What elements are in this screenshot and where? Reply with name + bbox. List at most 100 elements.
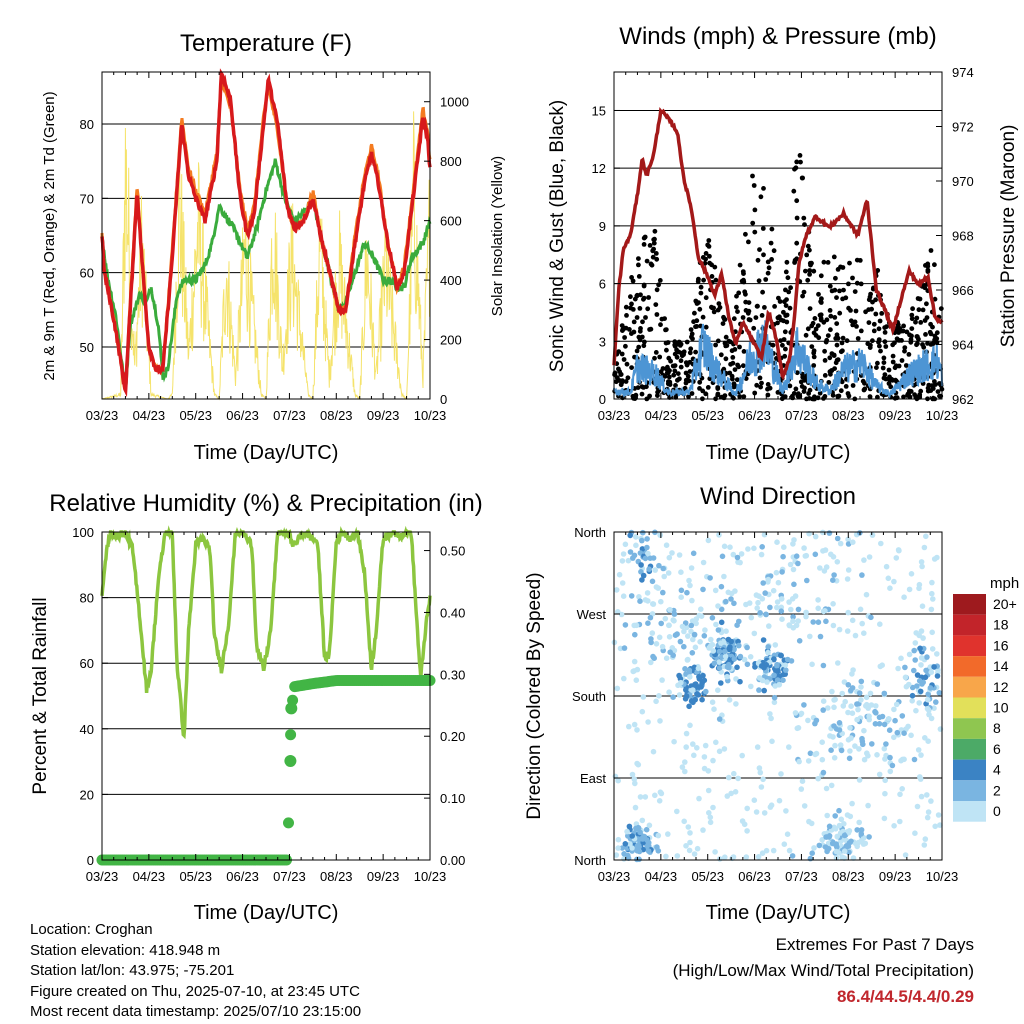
gust-point bbox=[743, 299, 749, 305]
direction-point bbox=[893, 555, 900, 561]
gust-point bbox=[651, 240, 657, 246]
direction-point bbox=[728, 790, 734, 797]
direction-point bbox=[891, 578, 897, 585]
direction-point bbox=[642, 597, 649, 603]
direction-point bbox=[646, 822, 653, 829]
gust-point bbox=[642, 339, 647, 345]
direction-point bbox=[640, 572, 647, 579]
wind-direction-ylabel: Direction (Colored By Speed) bbox=[524, 572, 545, 819]
gust-point bbox=[677, 343, 683, 348]
direction-point bbox=[879, 662, 885, 668]
direction-point bbox=[874, 752, 880, 758]
sonic-wind-line bbox=[613, 320, 943, 399]
direction-point bbox=[826, 823, 833, 830]
direction-point bbox=[798, 786, 805, 792]
y-right-tick-label: 0.00 bbox=[440, 853, 465, 868]
direction-point bbox=[638, 562, 644, 568]
direction-point bbox=[706, 810, 712, 816]
direction-point bbox=[901, 756, 907, 763]
x-tick-label: 07/23 bbox=[785, 408, 818, 423]
direction-point bbox=[819, 837, 825, 843]
direction-point bbox=[744, 661, 751, 668]
direction-point bbox=[678, 594, 684, 600]
direction-point bbox=[755, 854, 762, 860]
gust-point bbox=[884, 324, 889, 329]
legend-label: 14 bbox=[993, 658, 1009, 674]
temperature-ylabel: 2m & 9m T (Red, Orange) & 2m Td (Green) bbox=[41, 91, 58, 380]
direction-point bbox=[760, 580, 766, 586]
gust-point bbox=[873, 297, 878, 303]
direction-point bbox=[794, 725, 801, 732]
gust-point bbox=[813, 326, 819, 332]
legend-swatch bbox=[953, 697, 986, 719]
y-tick-label: 0 bbox=[87, 853, 94, 868]
direction-point bbox=[624, 828, 630, 835]
gust-point bbox=[706, 238, 712, 243]
direction-point bbox=[863, 703, 869, 709]
gust-point bbox=[668, 358, 673, 364]
gust-point bbox=[756, 278, 762, 284]
gust-point bbox=[858, 328, 864, 334]
direction-point bbox=[845, 609, 851, 616]
direction-point bbox=[856, 777, 863, 783]
direction-point bbox=[789, 596, 796, 602]
direction-point bbox=[858, 831, 865, 837]
direction-point bbox=[760, 637, 767, 643]
gust-point bbox=[641, 235, 647, 241]
direction-point bbox=[817, 565, 823, 571]
direction-point bbox=[909, 684, 916, 691]
direction-point bbox=[644, 544, 650, 551]
direction-point bbox=[711, 706, 717, 712]
direction-point bbox=[700, 559, 707, 566]
direction-point bbox=[677, 638, 684, 645]
gust-point bbox=[840, 296, 845, 302]
direction-point bbox=[650, 555, 657, 561]
direction-point bbox=[815, 605, 821, 612]
direction-point bbox=[719, 553, 726, 560]
wind-direction-points bbox=[611, 529, 944, 863]
gust-point bbox=[751, 183, 757, 188]
speed-legend: 20+ 18 16 14 12 10 8 6 4 2 0 bbox=[953, 594, 1017, 822]
direction-point bbox=[709, 699, 716, 705]
direction-point bbox=[881, 721, 888, 728]
gust-point bbox=[803, 268, 808, 274]
direction-point bbox=[925, 691, 931, 697]
gust-point bbox=[778, 338, 783, 343]
gust-point bbox=[629, 365, 634, 370]
x-tick-label: 04/23 bbox=[645, 869, 678, 884]
direction-point bbox=[866, 834, 872, 840]
direction-point bbox=[856, 690, 863, 696]
gust-point bbox=[705, 242, 711, 248]
gust-point bbox=[833, 275, 838, 281]
direction-point bbox=[632, 804, 639, 811]
gust-point bbox=[753, 315, 759, 320]
direction-point bbox=[724, 673, 730, 680]
gust-point bbox=[824, 337, 830, 343]
direction-point bbox=[815, 775, 821, 782]
gust-point bbox=[886, 367, 892, 373]
direction-point bbox=[685, 656, 691, 663]
gust-point bbox=[743, 308, 749, 313]
direction-point bbox=[833, 841, 839, 847]
gust-point bbox=[612, 371, 618, 377]
gust-point bbox=[723, 356, 729, 362]
direction-point bbox=[766, 623, 772, 629]
direction-point bbox=[711, 660, 718, 667]
direction-point bbox=[653, 698, 659, 705]
gust-point bbox=[664, 366, 670, 372]
direction-point bbox=[768, 715, 774, 722]
gust-point bbox=[639, 334, 645, 340]
wind-pressure-xlabel: Time (Day/UTC) bbox=[706, 442, 851, 464]
direction-point bbox=[755, 599, 761, 606]
gust-point bbox=[655, 389, 660, 395]
gust-point bbox=[784, 259, 790, 265]
direction-point bbox=[912, 640, 919, 646]
gust-point bbox=[836, 393, 842, 399]
direction-point bbox=[723, 628, 729, 634]
gust-point bbox=[614, 375, 620, 381]
extremes-title: Extremes For Past 7 Days bbox=[775, 935, 974, 954]
direction-point bbox=[693, 616, 700, 622]
x-tick-label: 05/23 bbox=[179, 408, 212, 423]
direction-point bbox=[906, 681, 912, 688]
gust-point bbox=[900, 328, 906, 334]
